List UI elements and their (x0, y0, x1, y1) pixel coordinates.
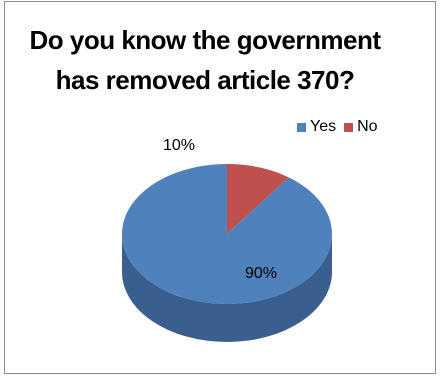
legend-swatch-yes (297, 122, 306, 132)
data-label-no: 10% (163, 137, 195, 154)
legend-item-yes: Yes (297, 118, 336, 136)
pie-sides (122, 234, 332, 342)
legend-label-no: No (357, 118, 378, 135)
chart-legend: Yes No (297, 118, 386, 136)
legend-item-no: No (344, 118, 378, 136)
chart-area: Do you know the government has removed a… (4, 1, 436, 374)
chart-title-line-2: has removed article 370? (55, 65, 355, 95)
pie-slices (122, 164, 332, 304)
pie-slice-yes (122, 164, 332, 304)
legend-swatch-no (344, 122, 354, 132)
pie-slice-no (227, 164, 289, 234)
pie-chart: 90% 10% (122, 137, 332, 342)
pie-side-yes (122, 234, 332, 342)
chart-title-line-1: Do you know the government (29, 25, 381, 55)
legend-label-yes: Yes (310, 118, 337, 135)
data-label-yes: 90% (245, 265, 277, 282)
chart-title: Do you know the government has removed a… (5, 20, 405, 100)
